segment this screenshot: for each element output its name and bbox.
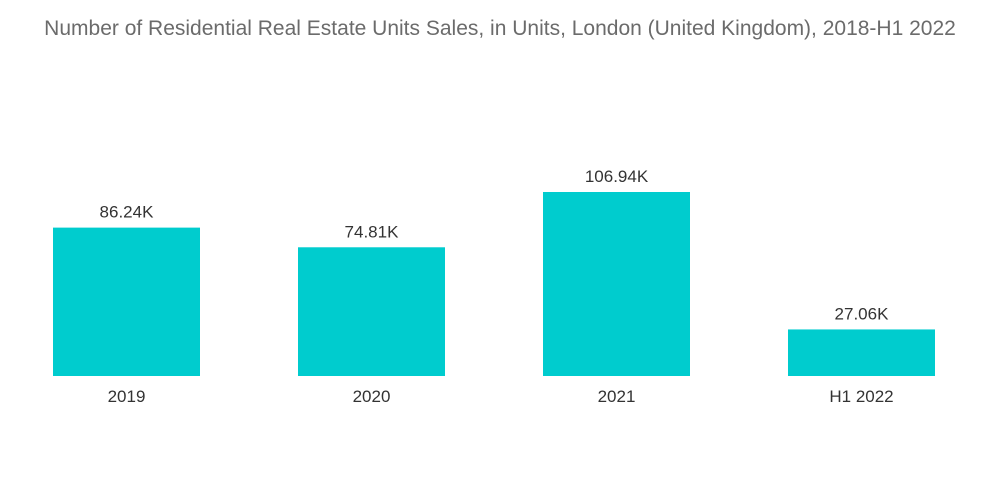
data-label: 86.24K [100, 203, 155, 222]
category-label: 2020 [353, 387, 391, 406]
data-label: 27.06K [835, 304, 890, 323]
category-label: 2019 [108, 387, 146, 406]
data-label: 106.94K [585, 167, 649, 186]
chart-title: Number of Residential Real Estate Units … [44, 17, 956, 40]
bar-2020 [298, 247, 445, 376]
category-label: H1 2022 [829, 387, 893, 406]
data-label: 74.81K [345, 222, 400, 241]
category-label: 2021 [598, 387, 636, 406]
bar-2021 [543, 192, 690, 376]
bar-2019 [53, 227, 200, 376]
bar-h1-2022 [788, 329, 935, 376]
